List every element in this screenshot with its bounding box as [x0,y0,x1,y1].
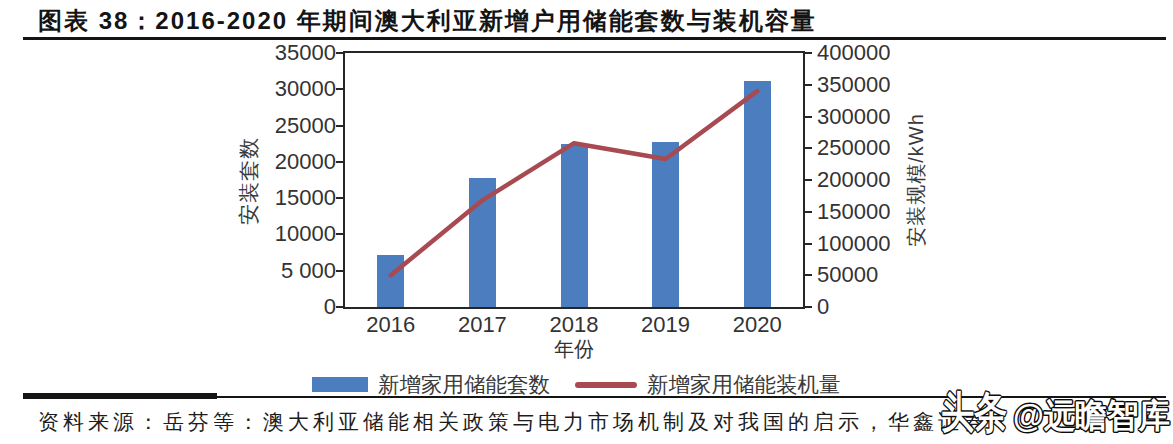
tick-mark [336,306,343,308]
tick-mark [336,125,343,127]
tick-mark [805,116,812,118]
xtick-2019: 2019 [621,312,711,338]
watermark-handle: @远瞻智库 [1013,397,1170,434]
ytick-right: 350000 [817,74,890,96]
legend-label-bars: 新增家用储能套数 [378,370,550,399]
ytick-right: 150000 [817,201,890,223]
plot-area [343,51,805,309]
ytick-right: 300000 [817,106,890,128]
x-axis-label: 年份 [554,336,594,363]
source-note: 资料来源：岳芬等：澳大利亚储能相关政策与电力市场机制及对我国的启示，华鑫证券 [38,408,988,436]
tick-mark [805,84,812,86]
footer-rule-thick [23,393,217,399]
page-title: 图表 38：2016-2020 年期间澳大利亚新增户用储能套数与装机容量 [38,5,817,37]
legend: 新增家用储能套数 新增家用储能装机量 [312,370,841,399]
ytick-left: 5 000 [236,260,336,282]
legend-line-swatch [575,382,637,388]
ytick-right: 50000 [817,264,878,286]
line-series [345,53,803,307]
tick-mark [336,88,343,90]
xtick-2016: 2016 [346,312,436,338]
watermark-logo: 头条 [941,388,1007,436]
ytick-right: 400000 [817,42,890,64]
ytick-left: 20000 [236,151,336,173]
ytick-left: 15000 [236,187,336,209]
ytick-right: 100000 [817,233,890,255]
tick-mark [336,233,343,235]
tick-mark [805,243,812,245]
ytick-right: 0 [817,296,829,318]
tick-mark [805,274,812,276]
tick-mark [805,52,812,54]
ytick-left: 35000 [236,42,336,64]
legend-label-line: 新增家用储能装机量 [647,370,841,399]
tick-mark [805,179,812,181]
tick-mark [336,52,343,54]
report-figure: 图表 38：2016-2020 年期间澳大利亚新增户用储能套数与装机容量 安装套… [0,0,1173,444]
xtick-2018: 2018 [529,312,619,338]
title-rule [23,37,1166,40]
tick-mark [805,306,812,308]
tick-mark [805,211,812,213]
ytick-left: 30000 [236,78,336,100]
legend-bar-swatch [312,377,368,392]
ytick-left: 0 [236,296,336,318]
ytick-left: 25000 [236,115,336,137]
watermark: 头条 @远瞻智库 [941,385,1173,443]
ytick-left: 10000 [236,223,336,245]
xtick-2020: 2020 [712,312,802,338]
ytick-right: 250000 [817,137,890,159]
tick-mark [805,147,812,149]
tick-mark [336,197,343,199]
tick-mark [336,161,343,163]
y-axis-label-right: 安装规模/kWh [903,113,930,247]
xtick-2017: 2017 [437,312,527,338]
ytick-right: 200000 [817,169,890,191]
tick-mark [336,270,343,272]
